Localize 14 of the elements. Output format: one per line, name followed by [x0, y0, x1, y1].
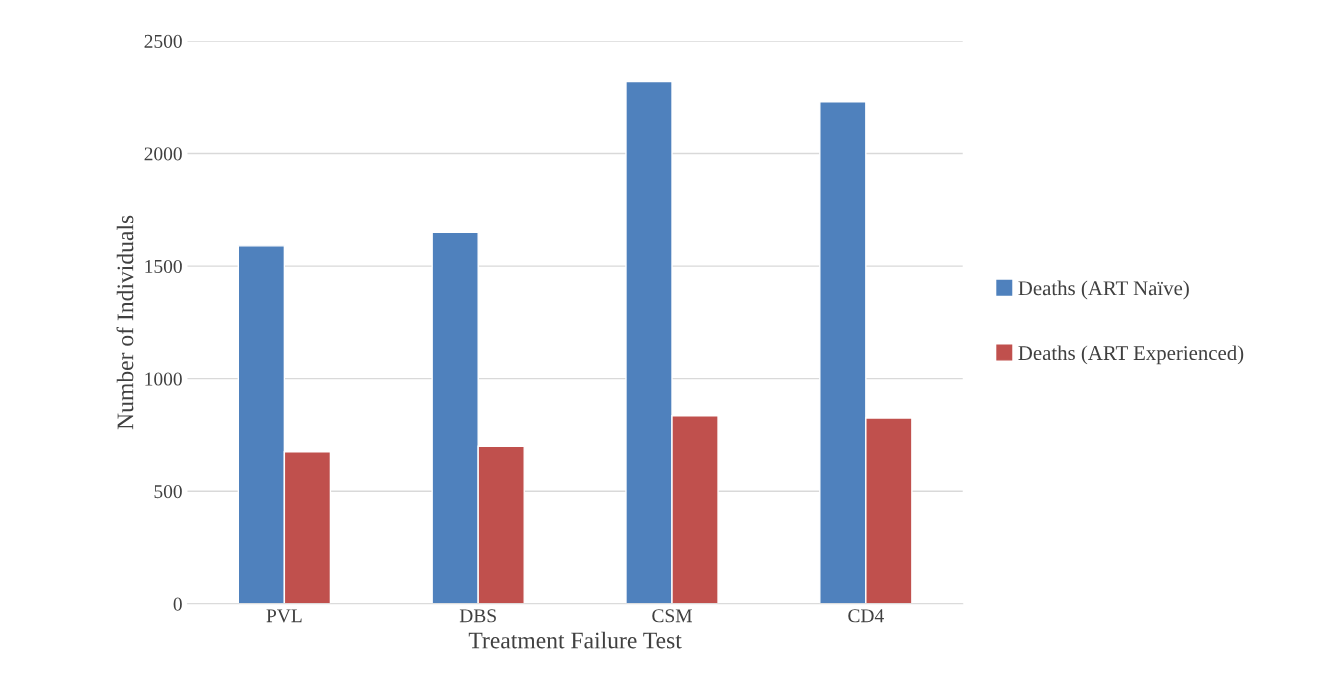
x-tick-label: PVL	[266, 609, 302, 623]
y-tick-label: 2000	[144, 147, 182, 161]
x-tick-label: CD4	[848, 609, 884, 623]
x-tick-label: CSM	[652, 609, 692, 623]
x-tick-label: DBS	[459, 609, 496, 623]
legend-label: Deaths (ART Experienced)	[1018, 345, 1244, 365]
y-tick-label: 1500	[145, 259, 182, 274]
x-axis-title: Treatment Failure Test	[468, 631, 682, 649]
legend-label: Deaths (ART Naïve)	[1018, 280, 1189, 300]
y-tick-label: 500	[154, 485, 182, 499]
y-tick-label: 0	[173, 597, 182, 611]
y-tick-label: 2500	[144, 34, 182, 48]
y-tick-label: 1000	[145, 372, 182, 386]
y-axis-title: Number of Individuals	[116, 215, 134, 430]
